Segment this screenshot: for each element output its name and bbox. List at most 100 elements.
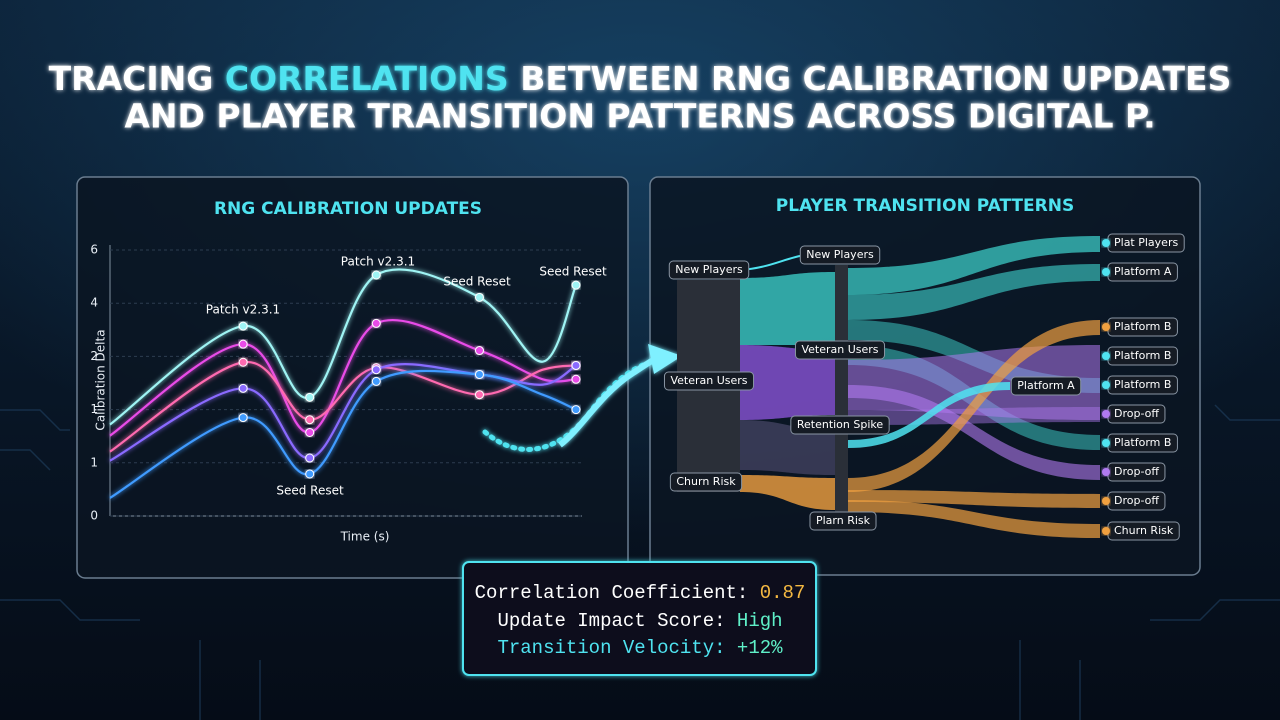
chart-title: RNG CALIBRATION UPDATES [214, 199, 482, 219]
title-highlight: CORRELATIONS [225, 59, 509, 98]
node: Drop-off [1102, 462, 1166, 482]
connector-arrow [482, 344, 682, 452]
flow [848, 500, 1100, 538]
sankey-title: PLAYER TRANSITION PATTERNS [776, 196, 1074, 216]
sankey: New Players Veteran Users Churn Risk New Pl… [663, 233, 1185, 541]
node-dot [1102, 497, 1110, 505]
point [238, 413, 248, 423]
node-dot [1102, 527, 1110, 535]
point [238, 357, 248, 367]
title-part: TRACING [49, 59, 214, 98]
series-line [109, 363, 577, 462]
metric-value: High [737, 610, 783, 632]
node-label: Veteran Users [801, 343, 878, 356]
node: Veteran Users [663, 371, 755, 391]
node-label: Churn Risk [676, 475, 736, 488]
point [474, 369, 484, 379]
annotation: Patch v2.3.1 [341, 255, 415, 269]
point [371, 318, 381, 328]
node-dot [1102, 352, 1110, 360]
node-label: Platform B [1114, 349, 1171, 362]
flow [740, 272, 835, 345]
point [571, 405, 581, 415]
point [371, 376, 381, 386]
title-line-2: AND PLAYER TRANSITION PATTERNS ACROSS DI… [124, 97, 1155, 136]
series-line [109, 369, 577, 499]
y-tick-label: 6 [90, 243, 98, 257]
left-panel [76, 176, 629, 579]
y-tick-label: 0 [90, 509, 98, 523]
point [571, 280, 581, 290]
node-dot [1102, 381, 1110, 389]
annotation: Seed Reset [539, 265, 607, 279]
y-axis-label: Calibration Delta [94, 329, 108, 430]
point [305, 415, 315, 425]
node-label: Veteran Users [670, 374, 747, 387]
node-label: Drop-off [1114, 494, 1159, 507]
node-dot [1102, 439, 1110, 447]
flow [848, 320, 1100, 492]
node: New Players [668, 260, 750, 280]
node-box [1010, 376, 1082, 396]
flow [848, 264, 1100, 320]
flow [740, 475, 835, 510]
node-box [790, 415, 890, 435]
point [474, 346, 484, 356]
node-dot [1102, 323, 1110, 331]
node-label: Platform B [1114, 436, 1171, 449]
node-label: Drop-off [1114, 465, 1159, 478]
flow [848, 407, 1100, 425]
annotation: Seed Reset [276, 484, 344, 498]
node-box [809, 511, 877, 531]
point [571, 374, 581, 384]
metric-label: Correlation Coefficient: [475, 582, 749, 604]
x-axis-label: Time (s) [340, 530, 390, 544]
node: Platform B [1102, 317, 1178, 337]
circuit-lines [0, 404, 1280, 720]
node-label: Plat Players [1114, 236, 1178, 249]
y-tick-label: 1 [90, 402, 98, 416]
node: Veteran Users [794, 340, 886, 360]
node-dot [1102, 468, 1110, 476]
metric-label: Update Impact Score: [497, 610, 725, 632]
point [371, 365, 381, 375]
node: Platform B [1102, 433, 1178, 453]
series-line [109, 361, 577, 453]
node: Platform A [1102, 262, 1178, 282]
y-tick-label: 2 [90, 349, 98, 363]
annotation: Seed Reset [443, 275, 511, 289]
flow [848, 385, 1100, 480]
node-bar [835, 265, 848, 523]
y-tick-label: 4 [90, 296, 98, 310]
point [305, 453, 315, 463]
node-box [799, 245, 881, 265]
flow [740, 345, 835, 420]
title-part: BETWEEN RNG CALIBRATION UPDATES [520, 59, 1231, 98]
point [305, 427, 315, 437]
point [474, 292, 484, 302]
node-label: Retention Spike [797, 418, 884, 431]
metric-value: +12% [737, 637, 783, 659]
node: Plat Players [1102, 233, 1185, 253]
node-label: Churn Risk [1114, 524, 1174, 537]
node-label: Platform B [1114, 378, 1171, 391]
node-label: Drop-off [1114, 407, 1159, 420]
node-label: Plarn Risk [816, 514, 871, 527]
node: Churn Risk [669, 472, 743, 492]
title-line-1: TRACING CORRELATIONS BETWEEN RNG CALIBRA… [49, 59, 1232, 98]
flow [848, 236, 1100, 295]
node: New Players [799, 245, 881, 265]
flow [848, 382, 1010, 448]
metric: Update Impact Score: High [497, 610, 782, 632]
node-box [794, 340, 886, 360]
node-box [668, 260, 750, 280]
node: Platform A [1010, 376, 1082, 396]
metrics-box [462, 561, 817, 676]
node-label: New Players [675, 263, 743, 276]
point [238, 339, 248, 349]
node-dot [1102, 268, 1110, 276]
flow [848, 490, 1100, 508]
metric: Correlation Coefficient: 0.87 [475, 582, 806, 604]
metric-label: Transition Velocity: [497, 637, 725, 659]
